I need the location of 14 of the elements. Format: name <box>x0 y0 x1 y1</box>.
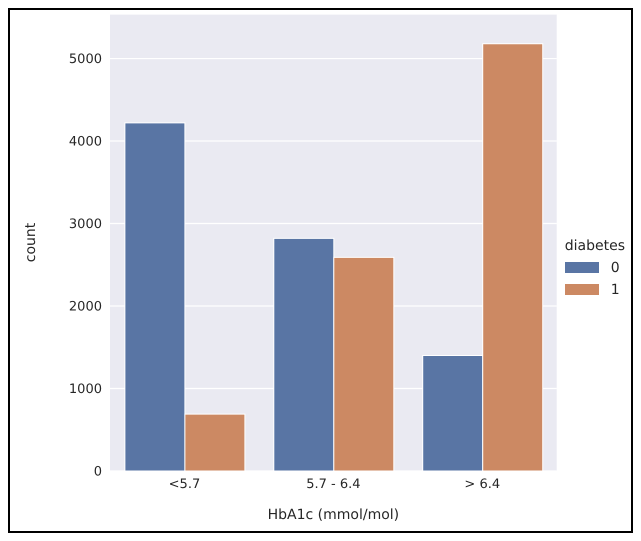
y-tick-label: 4000 <box>68 134 102 150</box>
y-tick-label: 1000 <box>68 382 102 398</box>
x-tick-label: > 6.4 <box>464 477 500 492</box>
x-axis-title: HbA1c (mmol/mol) <box>268 507 400 523</box>
y-axis-title: count <box>22 222 39 262</box>
y-tick-label: 0 <box>94 464 102 480</box>
y-tick-label: 5000 <box>68 52 102 68</box>
x-tick-label: <5.7 <box>168 477 200 492</box>
legend-label: 1 <box>610 282 620 298</box>
legend-title: diabetes <box>564 238 625 254</box>
y-tick-label: 3000 <box>68 217 102 232</box>
x-tick-label: 5.7 - 6.4 <box>306 477 361 492</box>
legend-label: 0 <box>610 260 620 276</box>
y-tick-label: 2000 <box>68 300 102 315</box>
